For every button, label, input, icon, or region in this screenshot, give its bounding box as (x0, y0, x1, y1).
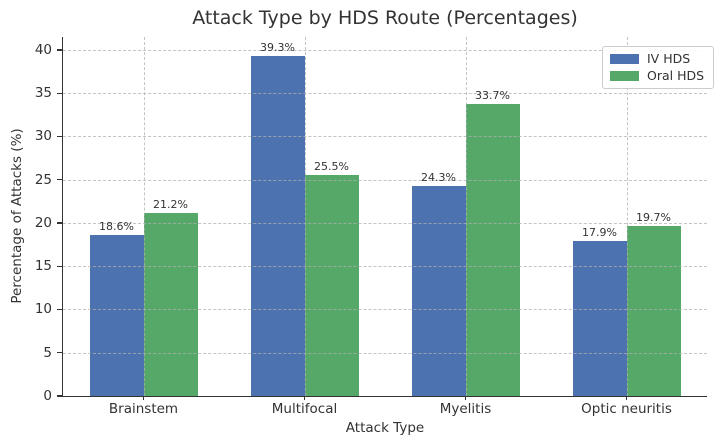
y-axis-label: Percentage of Attacks (%) (9, 128, 25, 304)
bar (89, 235, 144, 396)
y-tick-label: 10 (34, 301, 52, 318)
bar (250, 56, 305, 396)
gridline-horizontal (63, 352, 707, 354)
bar-value-label: 33.7% (475, 89, 510, 103)
legend-label: IV HDS (647, 51, 691, 66)
bar (143, 212, 198, 396)
x-tick-label: Myelitis (439, 401, 492, 417)
plot-area: 18.6% 21.2% Brainstem 39.3% 25.5% Multifocal 2… (35, 37, 707, 417)
y-tick-label: 20 (34, 214, 52, 231)
y-tick-label: 30 (34, 128, 52, 145)
gridline-horizontal (63, 136, 707, 138)
y-tick-label: 5 (43, 344, 52, 361)
y-tick-mark (57, 308, 63, 311)
gridline-vertical (626, 37, 628, 396)
gridline-vertical (465, 37, 467, 396)
bar (304, 175, 359, 396)
y-axis-spine (62, 37, 64, 396)
y-tick-mark (57, 49, 63, 51)
y-tick-mark (57, 179, 63, 181)
legend-item: IV HDS (610, 52, 704, 66)
bar-value-label: 24.3% (421, 170, 456, 184)
legend-item: Oral HDS (610, 69, 704, 83)
chart-title: Attack Type by HDS Route (Percentages) (192, 7, 578, 29)
gridline-horizontal (63, 49, 707, 51)
bar-value-label: 39.3% (260, 41, 295, 55)
y-tick-label: 35 (34, 85, 52, 102)
bar (626, 225, 681, 396)
bar-value-label: 17.9% (582, 226, 617, 240)
x-tick-mark (625, 396, 628, 400)
bar (572, 241, 627, 396)
bar-value-label: 21.2% (153, 197, 188, 211)
gridline-horizontal (63, 93, 707, 95)
y-tick-mark (57, 135, 63, 138)
x-tick-label: Multifocal (271, 401, 338, 417)
legend-swatch-iv-hds (610, 54, 639, 64)
bar (465, 104, 520, 396)
gridline-horizontal (63, 309, 707, 311)
gridline-horizontal (63, 222, 707, 224)
gridline-vertical (143, 37, 145, 396)
y-tick-label: 25 (34, 171, 52, 188)
y-tick-label: 15 (34, 258, 52, 275)
gridline-horizontal (63, 266, 707, 268)
legend-swatch-oral-hds (610, 71, 639, 81)
legend-label: Oral HDS (647, 68, 705, 83)
y-tick-mark (57, 222, 63, 224)
x-tick-mark (303, 396, 306, 400)
gridline-vertical (304, 37, 306, 396)
x-tick-mark (464, 396, 467, 400)
x-tick-mark (142, 396, 145, 400)
bar-value-label: 19.7% (636, 210, 671, 224)
y-tick-label: 40 (34, 41, 52, 58)
x-tick-label: Brainstem (108, 401, 179, 417)
bar-value-label: 25.5% (314, 160, 349, 174)
bar (411, 185, 466, 396)
x-axis-spine (62, 395, 707, 397)
x-tick-label: Optic neuritis (581, 401, 672, 417)
y-tick-mark (57, 265, 63, 267)
y-tick-label: 0 (43, 388, 52, 404)
gridline-horizontal (63, 179, 707, 181)
bar-value-label: 18.6% (99, 220, 134, 234)
y-tick-mark (57, 92, 63, 94)
legend: IV HDS Oral HDS (602, 46, 715, 89)
y-tick-mark (57, 352, 63, 354)
x-axis-label: Attack Type (345, 420, 425, 436)
y-tick-mark (57, 395, 63, 397)
